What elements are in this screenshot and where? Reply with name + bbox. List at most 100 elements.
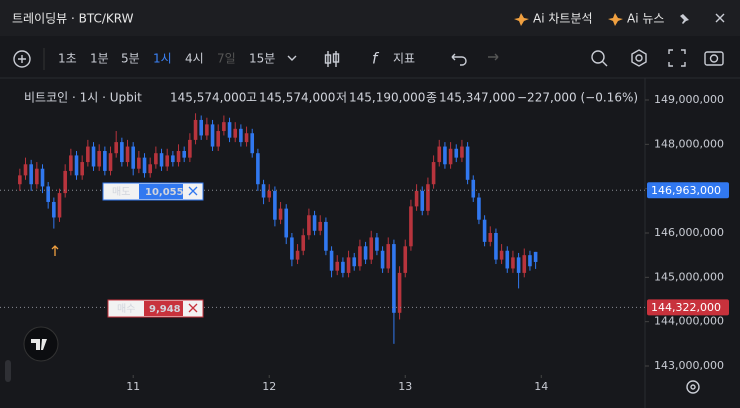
- interval-button[interactable]: 1초: [58, 52, 77, 66]
- candle-body: [222, 122, 226, 132]
- close-button[interactable]: [715, 13, 725, 23]
- candle-body: [278, 208, 283, 220]
- candle-body: [29, 164, 33, 185]
- redo-button[interactable]: [488, 53, 499, 61]
- cancel-buy[interactable]: [188, 303, 198, 313]
- sell-qty-box: [139, 184, 183, 199]
- search-button[interactable]: [591, 50, 605, 64]
- chart-type-icon: [324, 54, 332, 64]
- candle-body: [216, 131, 221, 147]
- x-tick-label: 11: [126, 380, 140, 393]
- candle-body: [199, 119, 204, 136]
- candle-body: [494, 232, 498, 260]
- candle-body: [403, 246, 408, 273]
- undo-button[interactable]: [451, 53, 467, 66]
- ai-icon: [608, 13, 623, 26]
- candle-body: [284, 208, 289, 238]
- candle-body: [80, 162, 84, 176]
- candle-body: [154, 153, 158, 165]
- candle-body: [18, 175, 22, 185]
- candle-body: [426, 184, 430, 211]
- candle-body: [165, 155, 170, 167]
- candle-body: [176, 150, 181, 163]
- interval-button[interactable]: 15분: [249, 52, 275, 66]
- interval-button[interactable]: 5분: [121, 52, 140, 66]
- candle-body: [120, 142, 124, 163]
- candle-body: [148, 164, 152, 174]
- candle-body: [533, 251, 538, 262]
- candle-body: [295, 250, 300, 260]
- legend-high-label: 고: [246, 91, 257, 105]
- interval-button[interactable]: 4시: [185, 52, 204, 66]
- candle-body: [482, 219, 487, 242]
- interval-button[interactable]: 1시: [153, 52, 172, 66]
- candle-body: [443, 146, 447, 165]
- interval-dropdown[interactable]: [287, 55, 297, 61]
- candle-body: [125, 146, 130, 163]
- indicators-button[interactable]: 지표: [393, 52, 415, 66]
- x-tick-label: 14: [534, 380, 548, 393]
- settings-button[interactable]: [631, 49, 647, 67]
- cancel-sell[interactable]: [188, 186, 198, 196]
- candle-body: [74, 155, 79, 176]
- pin-button[interactable]: [680, 14, 689, 24]
- y-tick-label: 148,000,000: [654, 137, 724, 150]
- ai-chart-button[interactable]: Ai 차트분석: [533, 12, 593, 26]
- candle-body: [137, 157, 141, 169]
- candle-body: [375, 237, 379, 251]
- tradingview-logo-mark: [31, 339, 47, 350]
- ai-news-button[interactable]: Ai 뉴스: [627, 12, 664, 26]
- screenshot-button[interactable]: [704, 51, 724, 66]
- sell-qty: 10,055: [145, 187, 184, 198]
- legend-change: −227,000 (−0.16%): [517, 91, 638, 105]
- buy-label: 매수: [117, 303, 135, 315]
- candle-body: [261, 184, 266, 198]
- candle-body: [324, 221, 328, 251]
- candle-body: [301, 235, 306, 251]
- candle-body: [114, 142, 118, 154]
- chart-type-icon: [332, 53, 340, 63]
- add-symbol-button[interactable]: [13, 50, 31, 68]
- price-label: 146,963,000: [651, 184, 721, 197]
- candle-body: [227, 122, 232, 138]
- interval-button[interactable]: 7일: [217, 52, 236, 66]
- candle-body: [57, 193, 62, 218]
- event-arrow: [51, 245, 59, 256]
- candle-body: [250, 133, 255, 154]
- candle-body: [499, 250, 504, 260]
- axis-settings-button[interactable]: [686, 380, 700, 394]
- search-icon: [601, 60, 608, 67]
- candle-body: [465, 146, 470, 180]
- candle-body: [477, 197, 481, 220]
- candle-body: [142, 157, 147, 174]
- interval-button[interactable]: 1분: [90, 52, 109, 66]
- candle-body: [239, 128, 243, 143]
- buy-qty: 9,948: [149, 304, 181, 315]
- candle-body: [86, 146, 90, 163]
- candle-body: [511, 257, 515, 269]
- candle-body: [318, 221, 323, 231]
- y-tick-label: 144,000,000: [654, 315, 724, 328]
- scrollbar[interactable]: [5, 360, 11, 382]
- x-tick-label: 12: [262, 380, 276, 393]
- fullscreen-button[interactable]: [668, 49, 686, 67]
- candle-body: [522, 255, 527, 273]
- candle-body: [307, 215, 311, 236]
- candle-body: [341, 261, 345, 273]
- candle-body: [335, 261, 340, 271]
- candle-body: [46, 186, 50, 202]
- candle-body: [23, 164, 28, 176]
- candle-body: [329, 250, 334, 271]
- buy-qty-box: [144, 301, 183, 316]
- candle-body: [35, 168, 39, 185]
- candle-body: [273, 190, 277, 220]
- candle-body: [392, 244, 396, 313]
- candle-body: [516, 257, 521, 273]
- tradingview-logo[interactable]: [23, 326, 59, 362]
- candle-body: [52, 201, 56, 218]
- candle-body: [205, 124, 209, 136]
- legend-high: 145,574,000: [259, 91, 335, 105]
- candle-body: [108, 153, 113, 171]
- candle-body: [171, 155, 175, 163]
